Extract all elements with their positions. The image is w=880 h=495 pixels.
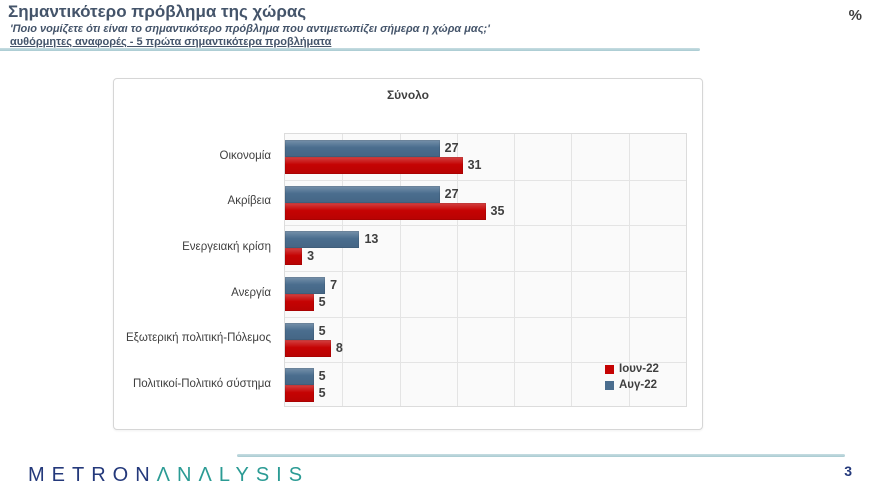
- horizontal-gridline: [285, 179, 686, 181]
- chart-title: Σύνολο: [386, 88, 430, 102]
- bar-value-label: 5: [318, 294, 326, 309]
- bar-value-label: 5: [318, 323, 326, 338]
- bar-value-label: 5: [318, 386, 326, 401]
- legend-item: Ιουν-22: [605, 361, 659, 377]
- bar-Αυγ-22: 27: [285, 185, 459, 203]
- bar-value-label: 31: [467, 157, 482, 172]
- chart-card: Σύνολο Οικονομία Ακρίβεια Ενεργειακή κρίση…: [113, 78, 703, 430]
- horizontal-gridline: [285, 271, 686, 272]
- vertical-gridline: [399, 134, 401, 406]
- page-subtitle: 'Ποιο νομίζετε ότι είναι το σημαντικότερ…: [10, 23, 490, 35]
- vertical-gridline: [628, 134, 630, 406]
- bar-row: 13 3: [285, 231, 686, 266]
- logo-part-analysis: ΛNΛLYSIS: [156, 464, 310, 486]
- bar-Ιουν-22: 31: [285, 156, 481, 174]
- horizontal-gridline: [285, 225, 686, 227]
- logo-part-metron: METRON: [28, 464, 157, 486]
- vertical-gridline: [342, 134, 344, 406]
- percent-unit-label: %: [848, 7, 862, 24]
- bar-Ιουν-22: 5: [285, 293, 326, 311]
- category-label: Εξωτερική πολιτική-Πόλεμος: [126, 332, 271, 345]
- legend-label: Αυγ-22: [619, 379, 658, 391]
- bar-Ιουν-22: 8: [285, 339, 343, 357]
- bar-Αυγ-22: 27: [285, 139, 459, 157]
- bar-row: 27 35: [285, 185, 686, 220]
- bar-value-label: 7: [330, 277, 338, 292]
- bar-value-label: 35: [490, 203, 505, 218]
- page-number: 3: [844, 463, 852, 479]
- bar-Αυγ-22: 7: [285, 276, 337, 294]
- bar-Ιουν-22: 5: [285, 385, 326, 403]
- bar-value-label: 8: [335, 340, 343, 355]
- header-divider: [0, 48, 700, 51]
- category-axis-labels: Οικονομία Ακρίβεια Ενεργειακή κρίση Ανεργία…: [118, 133, 278, 407]
- bar-value-label: 27: [444, 140, 459, 155]
- category-label: Πολιτικοί-Πολιτικό σύστημα: [132, 378, 271, 391]
- bar-Αυγ-22: 5: [285, 368, 326, 386]
- bar-value-label: 27: [444, 186, 459, 201]
- footer-divider: [237, 454, 845, 457]
- category-label: Ανεργία: [231, 286, 271, 299]
- chart-legend: Ιουν-22 Αυγ-22: [605, 361, 659, 393]
- bar-value-label: 13: [364, 232, 379, 247]
- plot-area: 27 31 27 35 13 3 7 5 5 8 5 5 Ιουν-22 Αυγ-22: [284, 133, 687, 407]
- page-title: Σημαντικότερο πρόβλημα της χώρας: [8, 2, 307, 21]
- bar-Ιουν-22: 3: [285, 248, 314, 266]
- vertical-gridline: [514, 134, 516, 406]
- page-subtitle-note: αυθόρμητες αναφορές - 5 πρώτα σημαντικότ…: [10, 36, 332, 48]
- bar-Ιουν-22: 35: [285, 202, 504, 220]
- category-label: Ακρίβεια: [227, 195, 271, 208]
- legend-item: Αυγ-22: [605, 377, 659, 393]
- bar-value-label: 3: [307, 249, 315, 264]
- metron-analysis-logo: METRONΛNΛLYSIS: [28, 464, 309, 487]
- legend-swatch-icon: [605, 364, 614, 374]
- horizontal-gridline: [285, 316, 686, 318]
- bar-row: 27 31: [285, 139, 686, 174]
- horizontal-gridline: [285, 362, 686, 364]
- bar-Αυγ-22: 5: [285, 322, 326, 340]
- category-label: Ενεργειακή κρίση: [182, 241, 271, 254]
- category-label: Οικονομία: [219, 149, 271, 162]
- vertical-gridline: [456, 134, 458, 406]
- bar-value-label: 5: [318, 369, 326, 384]
- legend-label: Ιουν-22: [619, 363, 659, 375]
- bar-Αυγ-22: 13: [285, 231, 378, 249]
- legend-swatch-icon: [605, 380, 614, 390]
- vertical-gridline: [571, 134, 573, 406]
